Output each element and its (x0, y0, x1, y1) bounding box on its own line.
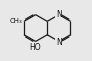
Text: N: N (56, 10, 62, 19)
Text: N: N (56, 38, 62, 47)
Text: CH₃: CH₃ (10, 18, 23, 24)
Text: HO: HO (29, 43, 41, 52)
